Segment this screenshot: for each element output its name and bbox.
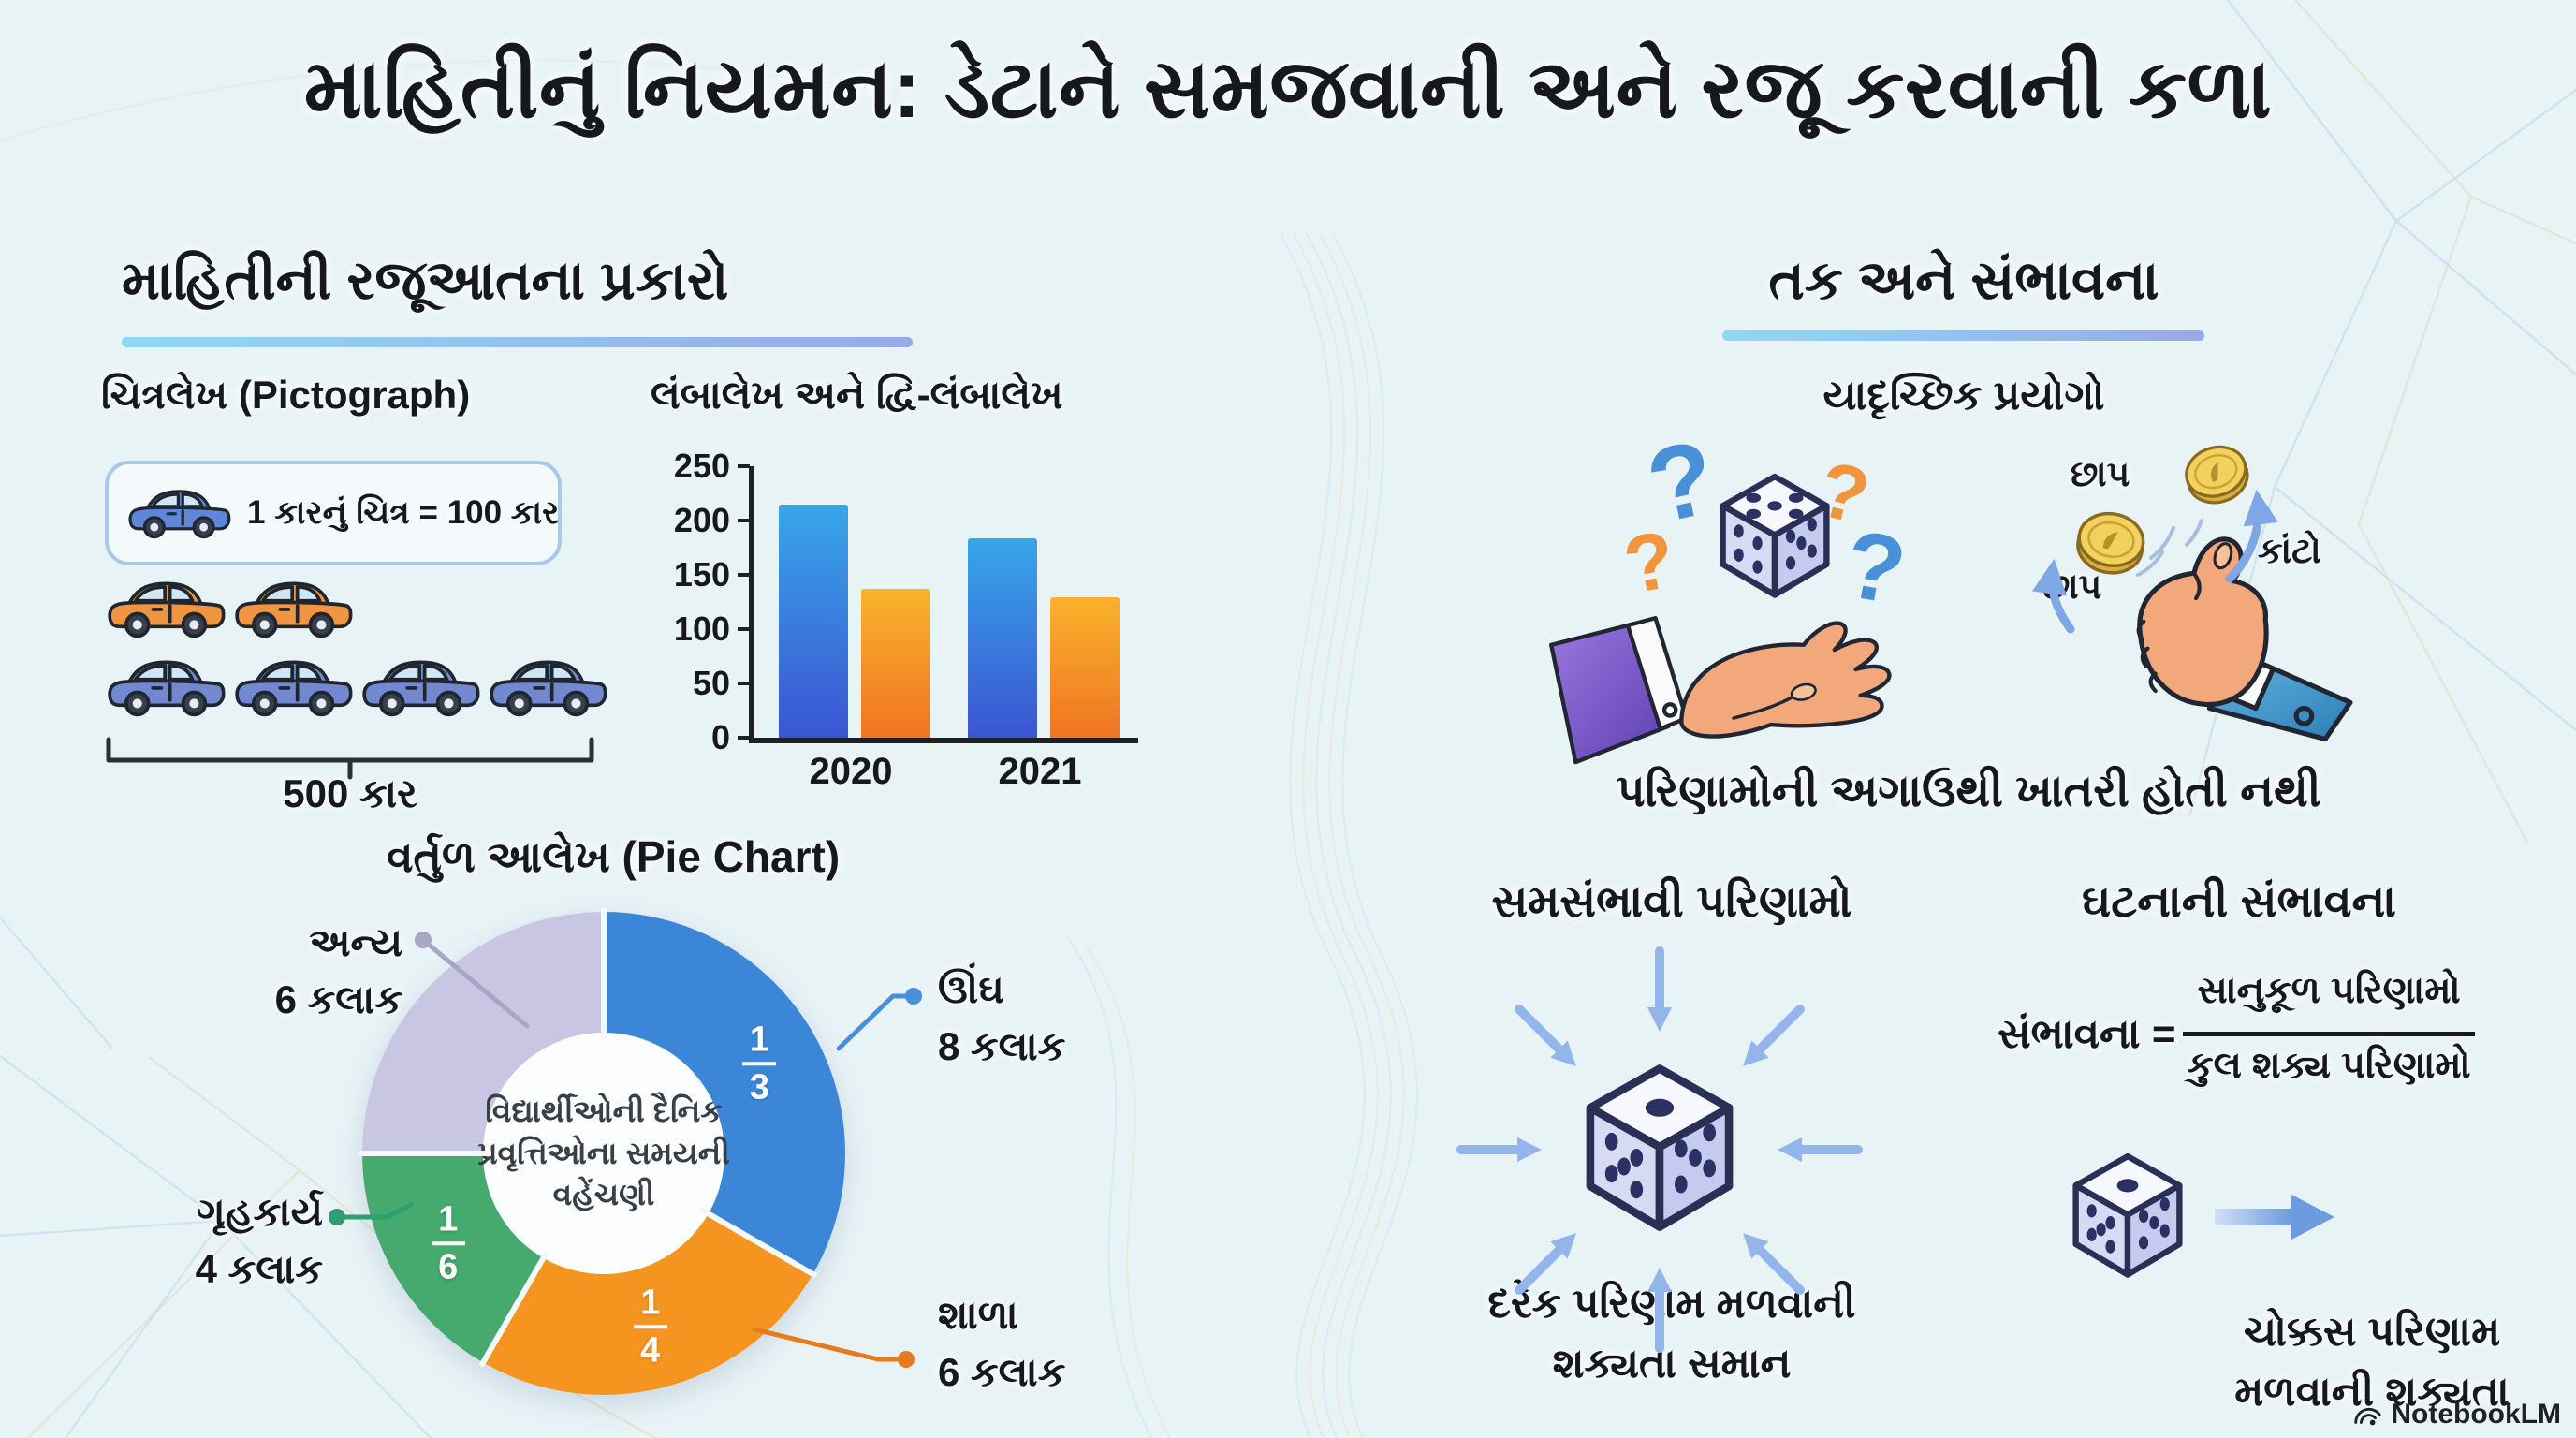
pictograph-legend-text: 1 કારનું ચિત્ર = 100 કાર xyxy=(247,494,560,531)
result-arrow xyxy=(2215,1195,2334,1240)
open-palm-hand-icon xyxy=(1549,616,1892,765)
probability-caption-line1: ચોક્કસ પરિણામ xyxy=(2243,1309,2501,1355)
pie-label-other-name: અન્ય xyxy=(309,920,402,964)
brand-footer: NotebookLM xyxy=(2351,1399,2561,1431)
brand-name: NotebookLM xyxy=(2391,1399,2561,1430)
pie-label-homework-hours: 4 કલાક xyxy=(195,1247,323,1292)
page-title: માહિતીનું નિયમન: ડેટાને સમજવાની અને રજૂ … xyxy=(303,42,2273,135)
probability-numerator: સાનુકૂળ પરિણામો xyxy=(2197,970,2461,1011)
pictograph-row-blue xyxy=(105,655,610,719)
probability-denominator: કુલ શક્ય પરિણામો xyxy=(2187,1045,2471,1086)
bar-chart-x-label-2020: 2020 xyxy=(809,751,893,792)
pie-label-other: અન્ય 6 કલાક xyxy=(187,914,402,1029)
bar-chart-plot xyxy=(738,464,1138,743)
y-tick-mark xyxy=(738,519,750,522)
pictograph-row-orange xyxy=(105,577,356,640)
bar-2021-orange-series xyxy=(1050,597,1120,738)
right-section-header: તક અને સંભાવના xyxy=(1768,250,2159,311)
y-tick-label: 200 xyxy=(673,501,730,539)
pie-label-homework-name: ગૃહકાર્ય xyxy=(197,1190,323,1234)
car-icon-orange xyxy=(105,577,228,640)
car-icon-blue xyxy=(232,655,356,719)
pictograph-total-label: 500 કાર xyxy=(283,771,417,815)
probability-caption-line2: મળવાની શક્યતા xyxy=(2234,1369,2510,1415)
equally-likely-caption-line1: દરેક પરિણામ મળવાની xyxy=(1487,1281,1856,1327)
equally-likely-title: સમસંભાવી પરિણામો xyxy=(1491,877,1852,927)
pictograph-legend-box: 1 કારનું ચિત્ર = 100 કાર xyxy=(105,461,562,565)
car-icon-blue xyxy=(127,485,232,541)
right-section-underline xyxy=(1722,330,2204,341)
y-tick-mark xyxy=(738,627,750,631)
left-section-underline xyxy=(122,337,913,347)
bar-chart-x-label-2021: 2021 xyxy=(998,751,1082,792)
pie-label-homework: ગૃહકાર્ય 4 કલાક xyxy=(112,1183,323,1299)
y-tick-label: 50 xyxy=(692,664,730,702)
car-icon-orange xyxy=(232,577,356,640)
bar-2021-blue-series xyxy=(968,537,1037,738)
bar-chart-y-axis: 0 50 100 150 200 250 xyxy=(633,447,734,756)
bar-2020-orange-series xyxy=(861,589,930,738)
notebooklm-logo-icon xyxy=(2354,1407,2381,1426)
dice-icon xyxy=(1571,1060,1749,1238)
pie-connector-sleep xyxy=(836,993,916,1051)
pie-label-sleep-hours: 8 કલાક xyxy=(938,1024,1066,1069)
pie-label-school: શાળા 6 કલાક xyxy=(938,1286,1065,1401)
y-tick-mark xyxy=(738,464,750,468)
y-tick-label: 0 xyxy=(710,718,730,756)
pie-connector-school xyxy=(752,1327,903,1362)
probability-lhs: સંભાવના = xyxy=(1998,1011,2176,1057)
pie-chart-title: વર્તુળ આલેખ (Pie Chart) xyxy=(386,832,841,881)
probability-title: ઘટનાની સંભાવના xyxy=(2081,877,2397,927)
coin-heads-label-top: છાપ xyxy=(2071,455,2130,494)
y-tick-label: 100 xyxy=(673,609,730,648)
bar-section-label: લંબાલેખ અને દ્વિ-લંબાલેખ xyxy=(651,373,1063,417)
bar-2020-blue-series xyxy=(779,504,848,738)
fraction-bar xyxy=(2183,1032,2475,1036)
pie-label-sleep: ઊંઘ 8 કલાક xyxy=(938,961,1065,1076)
y-tick-label: 250 xyxy=(673,447,730,485)
pictograph-label: ચિત્રલેખ (Pictograph) xyxy=(101,373,471,417)
left-section-header: માહિતીની રજૂઆતના પ્રકારો xyxy=(122,250,729,311)
equally-likely-caption-line2: શક્યતા સમાન xyxy=(1552,1341,1792,1387)
pie-chart-center-text: વિદ્યાર્થીઓની દૈનિક પ્રવૃત્તિઓના સમયની વ… xyxy=(477,1093,730,1212)
pie-label-school-hours: 6 કલાક xyxy=(938,1350,1066,1395)
y-tick-mark xyxy=(738,682,750,685)
car-icon-blue xyxy=(359,655,483,719)
fist-thumb-up-hand-icon xyxy=(2136,536,2353,742)
y-tick-mark xyxy=(738,573,750,577)
wave-twist-decoration xyxy=(1066,233,1418,1438)
car-icon-blue xyxy=(487,655,610,719)
dice-icon xyxy=(2061,1150,2194,1283)
y-tick-mark xyxy=(738,736,750,740)
y-tick-label: 150 xyxy=(673,555,730,594)
pie-label-sleep-name: ઊંઘ xyxy=(938,967,1004,1011)
car-icon-blue xyxy=(105,655,228,719)
pie-label-school-name: શાળા xyxy=(938,1293,1018,1337)
pie-label-other-hours: 6 કલાક xyxy=(274,977,402,1022)
coin-tails-label: કાંટો xyxy=(2258,532,2321,571)
random-experiments-title: યાદૃચ્છિક પ્રયોગો xyxy=(1822,373,2105,418)
coin-icon xyxy=(2171,430,2262,517)
random-experiments-caption: પરિણામોની અગાઉથી ખાતરી હોતી નથી xyxy=(1616,767,2321,816)
